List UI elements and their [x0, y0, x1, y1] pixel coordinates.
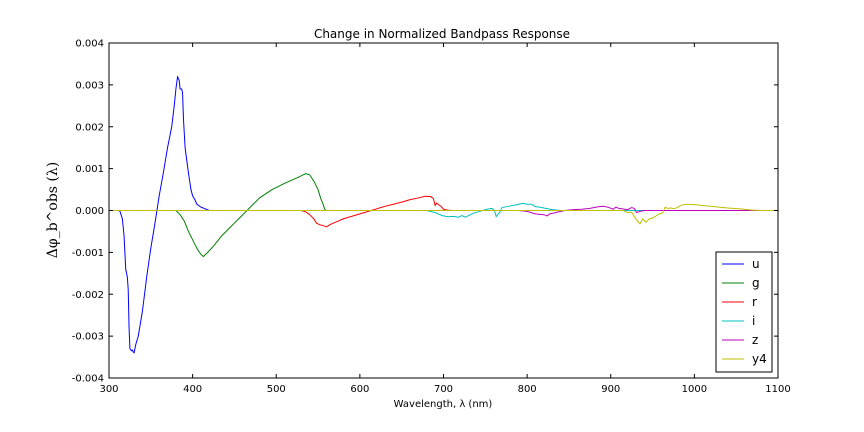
legend-label-g: g — [752, 276, 760, 290]
legend-box — [715, 251, 773, 373]
legend-label-r: r — [752, 295, 757, 309]
y-tick-label: -0.001 — [72, 248, 104, 259]
y-tick-label: -0.004 — [72, 374, 104, 385]
x-tick-label: 500 — [267, 384, 286, 395]
legend-label-i: i — [752, 314, 755, 328]
y-tick-label: 0.004 — [75, 39, 104, 50]
x-tick-label: 900 — [601, 384, 620, 395]
x-tick-label: 400 — [183, 384, 202, 395]
y-axis-label: Δφ_b^obs (λ) — [45, 162, 61, 258]
x-axis-label: Wavelength, λ (nm) — [394, 399, 493, 410]
legend-label-u: u — [752, 257, 760, 271]
series-line-g — [109, 173, 778, 258]
series-line-y4 — [109, 203, 778, 225]
y-tick-label: 0.000 — [75, 206, 104, 217]
y-tick-label: 0.001 — [75, 164, 104, 175]
y-axis-label-group: Δφ_b^obs (λ) — [45, 162, 61, 258]
x-tick-label: 300 — [99, 384, 118, 395]
series-line-z — [109, 205, 778, 217]
series-line-u — [109, 76, 778, 354]
series-line-i — [109, 202, 778, 218]
y-tick-label: 0.002 — [75, 122, 104, 133]
x-tick-label: 1000 — [682, 384, 707, 395]
x-tick-label: 700 — [434, 384, 453, 395]
x-tick-label: 800 — [518, 384, 537, 395]
x-axis: 300 400 500 600 700 800 900 1000 1100 — [99, 43, 791, 395]
y-tick-label: 0.003 — [75, 80, 104, 91]
y-axis: 0.004 0.003 0.002 0.001 0.000 -0.001 -0.002 -0.… — [72, 39, 778, 385]
y-tick-label: -0.003 — [72, 332, 104, 343]
plot-area — [109, 76, 778, 354]
x-tick-label: 1100 — [765, 384, 790, 395]
x-tick-label: 600 — [350, 384, 369, 395]
y-tick-label: -0.002 — [72, 290, 104, 301]
chart-title: Change in Normalized Bandpass Response — [314, 27, 570, 41]
series-line-r — [109, 195, 778, 228]
legend-label-z: z — [752, 333, 758, 347]
legend-label-y4: y4 — [752, 352, 767, 366]
